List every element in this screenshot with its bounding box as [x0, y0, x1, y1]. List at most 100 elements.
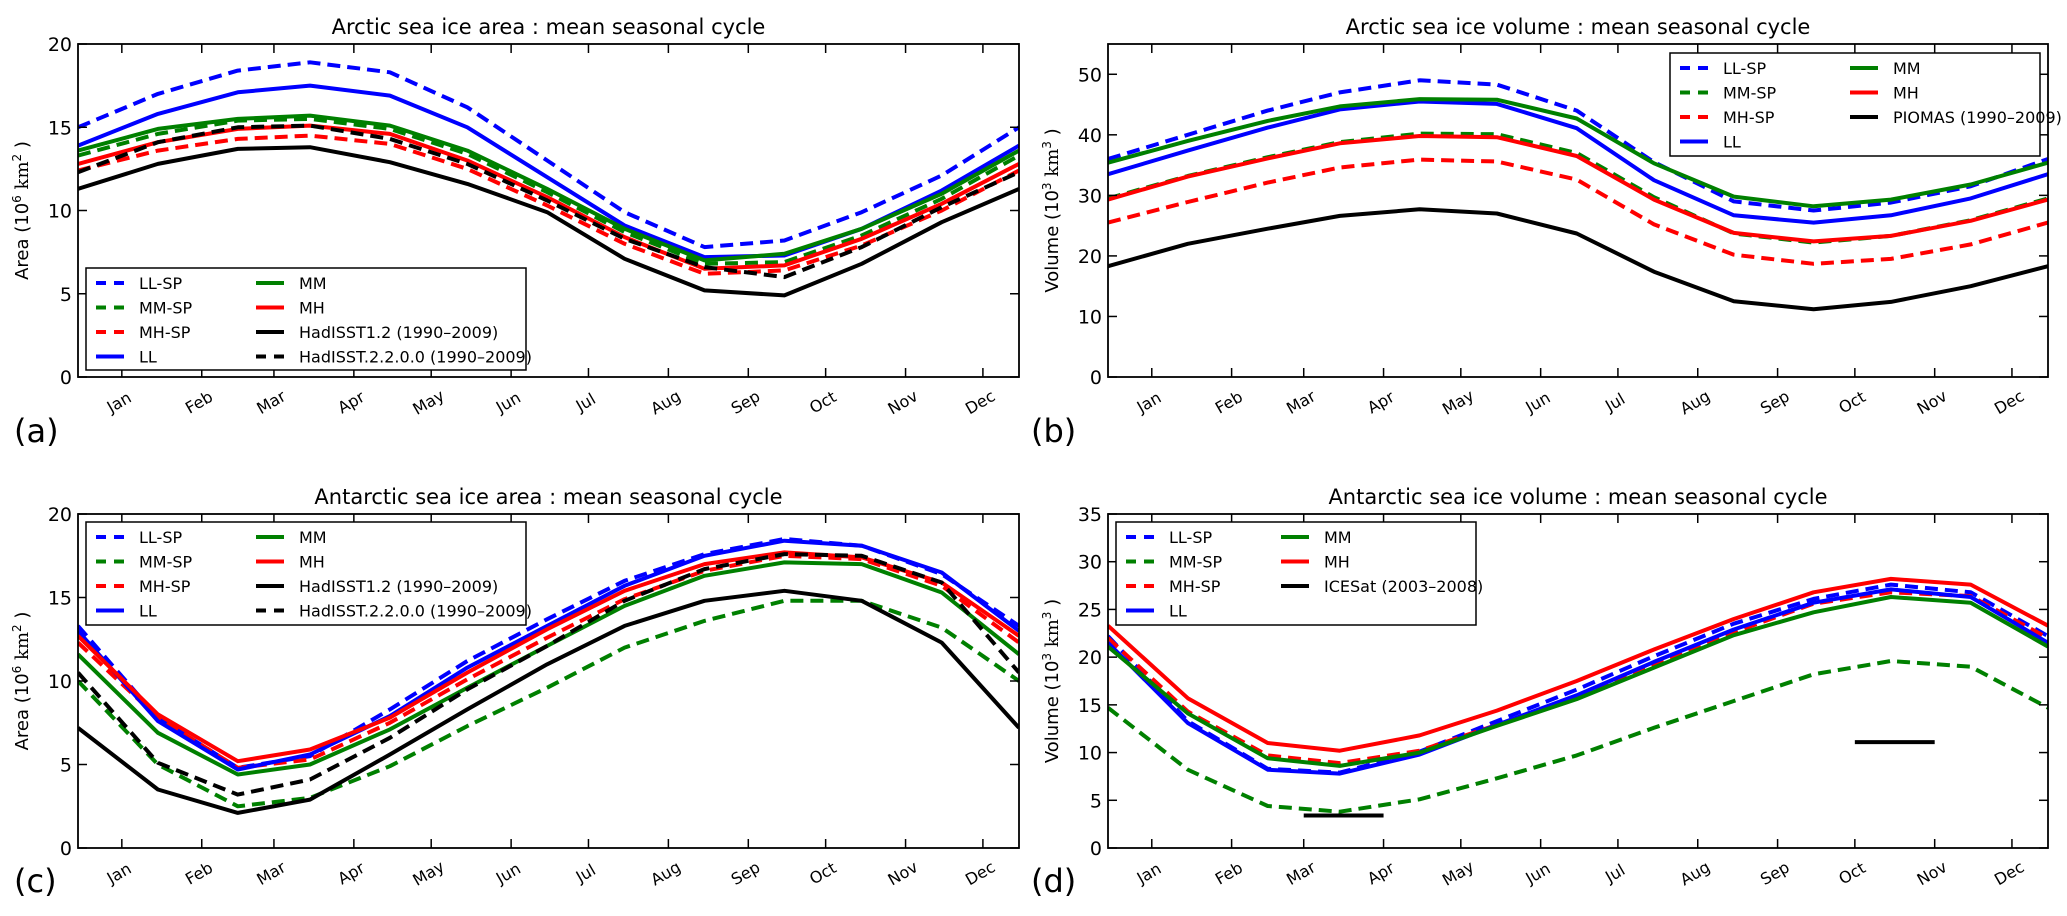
legend-label: LL — [1169, 602, 1187, 621]
legend-item: MH — [1850, 84, 1919, 103]
legend-item: PIOMAS (1990–2009) — [1850, 108, 2062, 127]
x-tick-label: Apr — [334, 858, 368, 889]
x-tick-label: Nov — [1914, 857, 1951, 889]
series-line-piomas-1990-2009- — [1108, 207, 2048, 312]
legend-item: MM-SP — [1126, 553, 1223, 572]
y-tick-label: 5 — [1090, 790, 1102, 812]
legend-label: MH — [1893, 84, 1919, 103]
series-line-ll-sp — [1108, 78, 2048, 213]
y-tick-label: 10 — [1078, 743, 1102, 765]
y-tick-label: 20 — [48, 504, 72, 526]
legend-label: MM-SP — [1723, 84, 1777, 103]
legend-label: HadISST1.2 (1990–2009) — [299, 577, 498, 596]
chart-title: Arctic sea ice area : mean seasonal cycl… — [332, 15, 766, 39]
x-tick-label: Aug — [1677, 857, 1714, 889]
legend-item: LL-SP — [96, 274, 182, 293]
legend-item: MH-SP — [1680, 108, 1775, 127]
x-tick-label: Oct — [806, 858, 839, 888]
x-tick-label: Aug — [647, 386, 684, 418]
ylabel-exponent: 3 — [1040, 141, 1054, 149]
legend-label: LL-SP — [1169, 528, 1212, 547]
series-line-ll — [1108, 99, 2048, 225]
y-tick-label: 5 — [60, 284, 72, 306]
legend-item: MH-SP — [96, 577, 191, 596]
ylabel-exponent: 6 — [10, 195, 24, 203]
x-tick-label: Sep — [1757, 857, 1793, 889]
legend-label: MM-SP — [139, 299, 193, 318]
y-tick-label: 30 — [1078, 552, 1102, 574]
legend-item: MM-SP — [96, 299, 193, 318]
legend-item: MM — [256, 528, 327, 547]
x-tick-label: Nov — [1914, 386, 1951, 418]
series-line-ll — [1108, 587, 2048, 776]
x-tick-label: Jun — [1521, 388, 1553, 417]
legend-label: MM-SP — [1169, 553, 1223, 572]
x-tick-label: Dec — [962, 857, 998, 889]
x-tick-label: Dec — [1991, 857, 2027, 889]
legend-label: MH-SP — [1169, 577, 1221, 596]
legend-item: LL — [1680, 133, 1741, 152]
legend-label: MH-SP — [139, 577, 191, 596]
legend-item: LL — [96, 348, 157, 367]
legend-item: MM — [256, 274, 327, 293]
x-tick-label: Jul — [572, 860, 599, 887]
legend-box — [85, 267, 527, 371]
legend-item: HadISST.2.2.0.0 (1990–2009) — [256, 348, 532, 367]
x-tick-label: Jul — [1601, 860, 1628, 887]
chart-panel-b: Arctic sea ice volume : mean seasonal cy… — [1031, 15, 2062, 450]
legend-item: MM-SP — [96, 553, 193, 572]
x-tick-label: Jul — [1601, 389, 1628, 416]
legend-label: MM — [299, 274, 327, 293]
x-tick-label: Feb — [1212, 387, 1246, 418]
series-lines — [78, 537, 1019, 815]
legend-box — [85, 521, 527, 626]
series-line-mh — [1108, 134, 2048, 244]
legend-label: LL-SP — [139, 274, 182, 293]
y-tick-label: 20 — [48, 34, 72, 56]
x-tick-label: Sep — [1757, 386, 1793, 418]
legend-label: LL — [139, 602, 157, 621]
series-line-ll — [78, 538, 1019, 772]
y-tick-label: 30 — [1078, 185, 1102, 207]
series-line-mm — [78, 113, 1019, 263]
x-tick-label: Mar — [1283, 386, 1319, 418]
x-tick-label: Aug — [647, 857, 684, 889]
y-tick-label: 40 — [1078, 125, 1102, 147]
x-tick-label: Jun — [492, 388, 524, 417]
y-tick-label: 15 — [1078, 695, 1102, 717]
y-tick-label: 0 — [1090, 367, 1102, 389]
legend-item: MM-SP — [1680, 84, 1777, 103]
ylabel-text: Volume (10 — [1042, 661, 1063, 764]
y-axis-label: Area (106 km2 ) — [10, 612, 33, 751]
legend-label: MH — [299, 553, 325, 572]
legend-label: LL-SP — [1723, 59, 1766, 78]
ylabel-unit: km — [1042, 619, 1063, 653]
ylabel-text: ) — [12, 612, 33, 625]
axes-frame — [1107, 43, 2049, 378]
chart-panel-c: Antarctic sea ice area : mean seasonal c… — [10, 485, 1020, 900]
x-tick-label: Mar — [253, 386, 289, 418]
series-line-mh — [78, 123, 1019, 271]
x-tick-label: Sep — [728, 386, 764, 418]
legend-label: MM — [299, 528, 327, 547]
legend-item: MH — [1281, 553, 1350, 572]
y-tick-label: 10 — [48, 671, 72, 693]
legend-label: HadISST.2.2.0.0 (1990–2009) — [299, 348, 532, 367]
x-tick-label: Nov — [885, 386, 922, 418]
panel-label: (d) — [1031, 862, 1076, 900]
x-tick-label: May — [409, 857, 447, 890]
legend-label: PIOMAS (1990–2009) — [1893, 108, 2062, 127]
ylabel-exponent: 2 — [10, 154, 24, 162]
y-tick-label: 50 — [1078, 64, 1102, 86]
legend-item: LL — [1126, 602, 1187, 621]
series-line-mh-sp — [1108, 590, 2048, 766]
legend-label: HadISST.2.2.0.0 (1990–2009) — [299, 602, 532, 621]
x-tick-label: May — [1439, 857, 1477, 890]
chart-panel-a: Arctic sea ice area : mean seasonal cycl… — [10, 15, 1020, 450]
y-tick-label: 0 — [1090, 838, 1102, 860]
x-tick-label: Jan — [1133, 388, 1165, 417]
legend: LL-SP MM-SP MH-SP LL MM MH ICESat (2003–2008) — [1115, 521, 1483, 626]
series-line-ll-sp — [78, 60, 1019, 250]
x-tick-label: Feb — [182, 387, 216, 418]
